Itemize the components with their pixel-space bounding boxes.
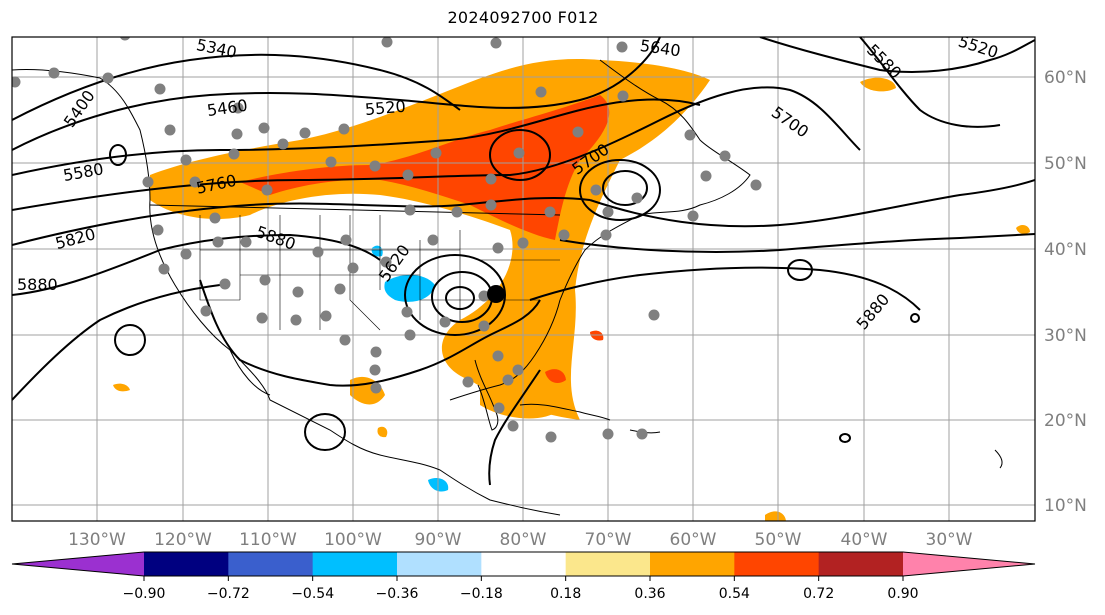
colorbar-labels: −0.90 −0.72 −0.54 −0.36 −0.18 0.18 0.36 0.54 0.7…: [123, 576, 919, 602]
colorbar-tick-label: −0.18: [460, 586, 503, 602]
colorbar-tick-label: −0.54: [291, 586, 334, 602]
lon-tick-label: 40°W: [841, 530, 888, 550]
colorbar-tick-label: −0.36: [376, 586, 419, 602]
colorbar-segment: [565, 552, 651, 576]
colorbar-segment: [818, 552, 904, 576]
latitude-labels: 60°N 50°N 40°N 30°N 20°N 10°N: [1044, 68, 1087, 516]
colorbar-segment: [650, 552, 735, 576]
colorbar: [11, 551, 1036, 577]
lat-tick-label: 50°N: [1044, 154, 1087, 174]
colorbar-tick-label: 0.36: [634, 586, 665, 602]
lon-tick-label: 80°W: [500, 530, 547, 550]
colorbar-segment: [144, 552, 229, 576]
lon-tick-label: 110°W: [239, 530, 297, 550]
map-border: [11, 36, 1036, 522]
colorbar-segment: [481, 552, 567, 576]
colorbar-segment: [397, 552, 482, 576]
height-contours: [12, 37, 1035, 486]
colorbar-tick-label: −0.90: [123, 586, 166, 602]
lon-tick-label: 120°W: [154, 530, 212, 550]
colorbar-extend-low: [12, 552, 144, 576]
colorbar-tick-label: −0.72: [207, 586, 250, 602]
colorbar-tick-label: 0.72: [803, 586, 834, 602]
contour-label: 5640: [639, 36, 682, 60]
colorbar-tick-label: 0.90: [887, 586, 918, 602]
lon-tick-label: 70°W: [585, 530, 632, 550]
contour-label: 5880: [17, 275, 58, 294]
colorbar-segment: [312, 552, 398, 576]
colorbar-tick-label: 0.18: [550, 586, 581, 602]
lon-tick-label: 30°W: [926, 530, 973, 550]
colorbar-segment: [734, 552, 820, 576]
lon-tick-label: 90°W: [415, 530, 462, 550]
lat-tick-label: 20°N: [1044, 411, 1087, 431]
lon-tick-label: 100°W: [324, 530, 382, 550]
longitude-labels: 130°W 120°W 110°W 100°W 90°W 80°W 70°W 6…: [68, 530, 973, 550]
lat-tick-label: 10°N: [1044, 496, 1087, 516]
station-markers: [12, 37, 762, 443]
lon-tick-label: 60°W: [670, 530, 717, 550]
lon-tick-label: 130°W: [68, 530, 126, 550]
contour-label: 5520: [364, 97, 406, 119]
lon-tick-label: 50°W: [755, 530, 802, 550]
lat-tick-label: 40°N: [1044, 240, 1087, 260]
colorbar-segment: [228, 552, 314, 576]
lat-tick-label: 60°N: [1044, 68, 1087, 88]
lat-tick-label: 30°N: [1044, 326, 1087, 346]
plot-title: 2024092700 F012: [447, 8, 599, 27]
colorbar-tick-label: 0.54: [719, 586, 750, 602]
colorbar-extend-high: [903, 552, 1035, 576]
